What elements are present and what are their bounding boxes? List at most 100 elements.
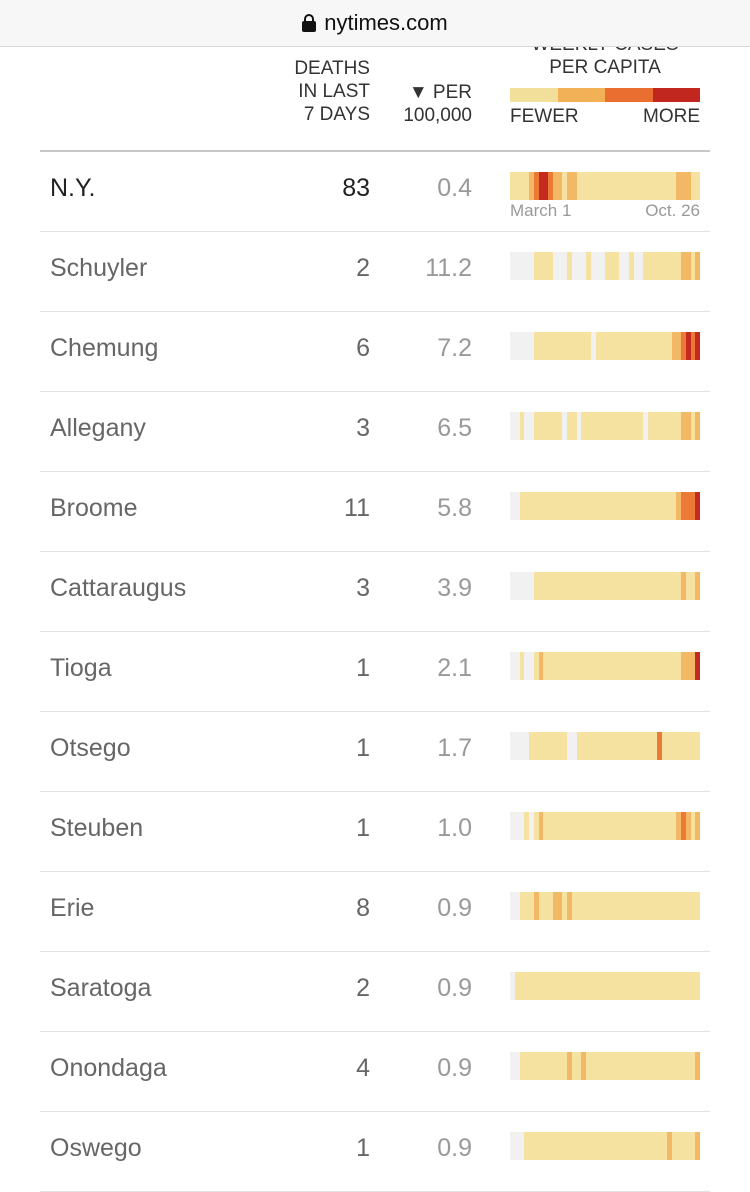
- week-cell: [519, 812, 525, 840]
- week-cell: [614, 892, 620, 920]
- column-header-per-capita[interactable]: ▼ PER 100,000: [403, 82, 472, 126]
- week-cell: [657, 332, 662, 360]
- week-cell: [586, 572, 591, 600]
- week-cell: [543, 492, 548, 520]
- week-cell: [510, 732, 515, 760]
- week-cell: [586, 492, 591, 520]
- week-cell: [557, 732, 563, 760]
- week-cell: [605, 1052, 610, 1080]
- week-cell: [633, 812, 639, 840]
- week-cell: [643, 812, 648, 840]
- week-cell: [576, 252, 582, 280]
- week-cell: [633, 1052, 639, 1080]
- week-cell: [647, 892, 653, 920]
- week-cell: [614, 812, 620, 840]
- week-cell: [638, 812, 643, 840]
- column-header-deaths[interactable]: DEATHS IN LAST 7 DAYS: [294, 58, 370, 125]
- week-cell: [671, 412, 677, 440]
- week-cell: [567, 172, 572, 200]
- week-cell: [519, 1132, 525, 1160]
- week-cell: [647, 172, 653, 200]
- week-cell: [685, 1132, 691, 1160]
- week-cell: [643, 1132, 648, 1160]
- week-cell: [628, 572, 634, 600]
- week-cell: [647, 572, 653, 600]
- week-cell: [652, 1052, 658, 1080]
- row-deaths: 8: [356, 894, 370, 922]
- week-cell: [548, 1052, 553, 1080]
- row-deaths: 83: [342, 174, 370, 202]
- legend-more-label: MORE: [643, 106, 700, 127]
- week-cell: [643, 732, 648, 760]
- week-cell: [524, 172, 529, 200]
- week-cell: [624, 1132, 629, 1160]
- week-cell: [543, 1132, 548, 1160]
- week-cell: [538, 492, 544, 520]
- week-cell: [543, 172, 548, 200]
- county-row: Otsego 1 1.7: [40, 712, 710, 792]
- week-cell: [543, 812, 548, 840]
- week-cell: [676, 572, 681, 600]
- week-cell: [562, 972, 567, 1000]
- week-cell: [676, 332, 681, 360]
- week-cell: [638, 892, 643, 920]
- state-row: N.Y. 83 0.4 March 1 Oct. 26: [40, 152, 710, 232]
- week-cell: [628, 652, 634, 680]
- week-cell: [690, 492, 696, 520]
- row-deaths: 3: [356, 414, 370, 442]
- week-cell: [695, 492, 700, 520]
- week-cell: [628, 732, 634, 760]
- week-cell: [614, 172, 620, 200]
- row-deaths: 11: [344, 494, 370, 522]
- week-cell: [567, 972, 572, 1000]
- row-name: Onondaga: [50, 1054, 167, 1082]
- week-cell: [562, 492, 567, 520]
- week-cell: [529, 892, 534, 920]
- week-cell: [628, 412, 634, 440]
- week-cell: [595, 172, 601, 200]
- week-cell: [662, 972, 667, 1000]
- week-cell: [624, 572, 629, 600]
- weekly-cases-strip: [510, 1052, 700, 1080]
- week-cell: [647, 252, 653, 280]
- week-cell: [514, 1132, 520, 1160]
- browser-address-bar[interactable]: nytimes.com: [0, 0, 750, 47]
- row-per-100000: 1.7: [437, 734, 472, 762]
- week-cell: [552, 572, 558, 600]
- row-deaths: 1: [356, 814, 370, 842]
- row-deaths: 1: [356, 654, 370, 682]
- week-cell: [600, 972, 605, 1000]
- week-cell: [638, 252, 643, 280]
- week-cell: [576, 172, 582, 200]
- week-cell: [671, 252, 677, 280]
- week-cell: [624, 1052, 629, 1080]
- week-cell: [576, 812, 582, 840]
- week-cell: [633, 892, 639, 920]
- week-cell: [533, 812, 539, 840]
- week-cell: [529, 1052, 534, 1080]
- week-cell: [567, 1132, 572, 1160]
- week-cell: [557, 252, 563, 280]
- week-cell: [662, 332, 667, 360]
- week-cell: [600, 1132, 605, 1160]
- week-cell: [676, 812, 681, 840]
- week-cell: [666, 732, 672, 760]
- week-cell: [638, 492, 643, 520]
- week-cell: [562, 1052, 567, 1080]
- week-cell: [671, 972, 677, 1000]
- week-cell: [633, 412, 639, 440]
- week-cell: [624, 892, 629, 920]
- week-cell: [590, 732, 596, 760]
- week-cell: [581, 972, 586, 1000]
- week-cell: [671, 652, 677, 680]
- week-cell: [657, 732, 662, 760]
- week-cell: [538, 412, 544, 440]
- week-cell: [685, 172, 691, 200]
- week-cell: [652, 652, 658, 680]
- url-display[interactable]: nytimes.com: [302, 10, 448, 36]
- week-cell: [576, 652, 582, 680]
- week-cell: [590, 252, 596, 280]
- week-cell: [666, 412, 672, 440]
- week-cell: [562, 652, 567, 680]
- week-cell: [681, 652, 686, 680]
